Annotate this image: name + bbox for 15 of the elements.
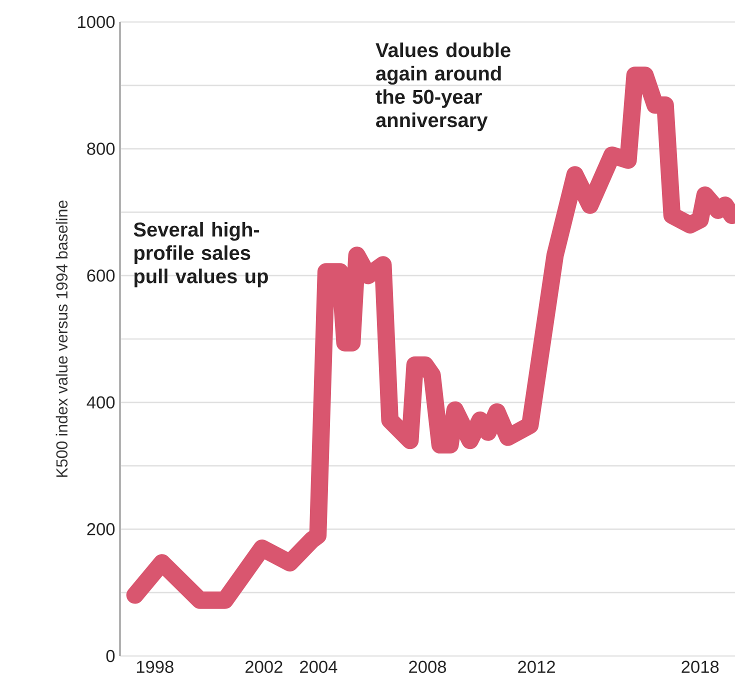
annotation: Several high-profile sales pull values up: [134, 222, 268, 288]
y-tick-label: 400: [86, 396, 115, 409]
y-tick-label: 600: [87, 269, 115, 282]
x-tick-label: 2018: [682, 660, 719, 673]
y-axis-title: K500 index value versus 1994 baseline: [56, 200, 68, 477]
y-tick-label: 800: [87, 142, 115, 155]
x-tick-label: 2002: [246, 660, 282, 673]
x-tick-label: 2012: [518, 660, 555, 673]
y-tick-label: 200: [87, 523, 115, 536]
x-tick-label: 1998: [136, 660, 174, 673]
x-tick-label: 2008: [409, 660, 446, 673]
y-tick-label: 1000: [78, 16, 115, 28]
annotation: Values double again around the 50-year anniversary: [376, 42, 510, 132]
y-tick-label: 0: [106, 650, 115, 662]
x-tick-label: 2004: [300, 660, 338, 673]
